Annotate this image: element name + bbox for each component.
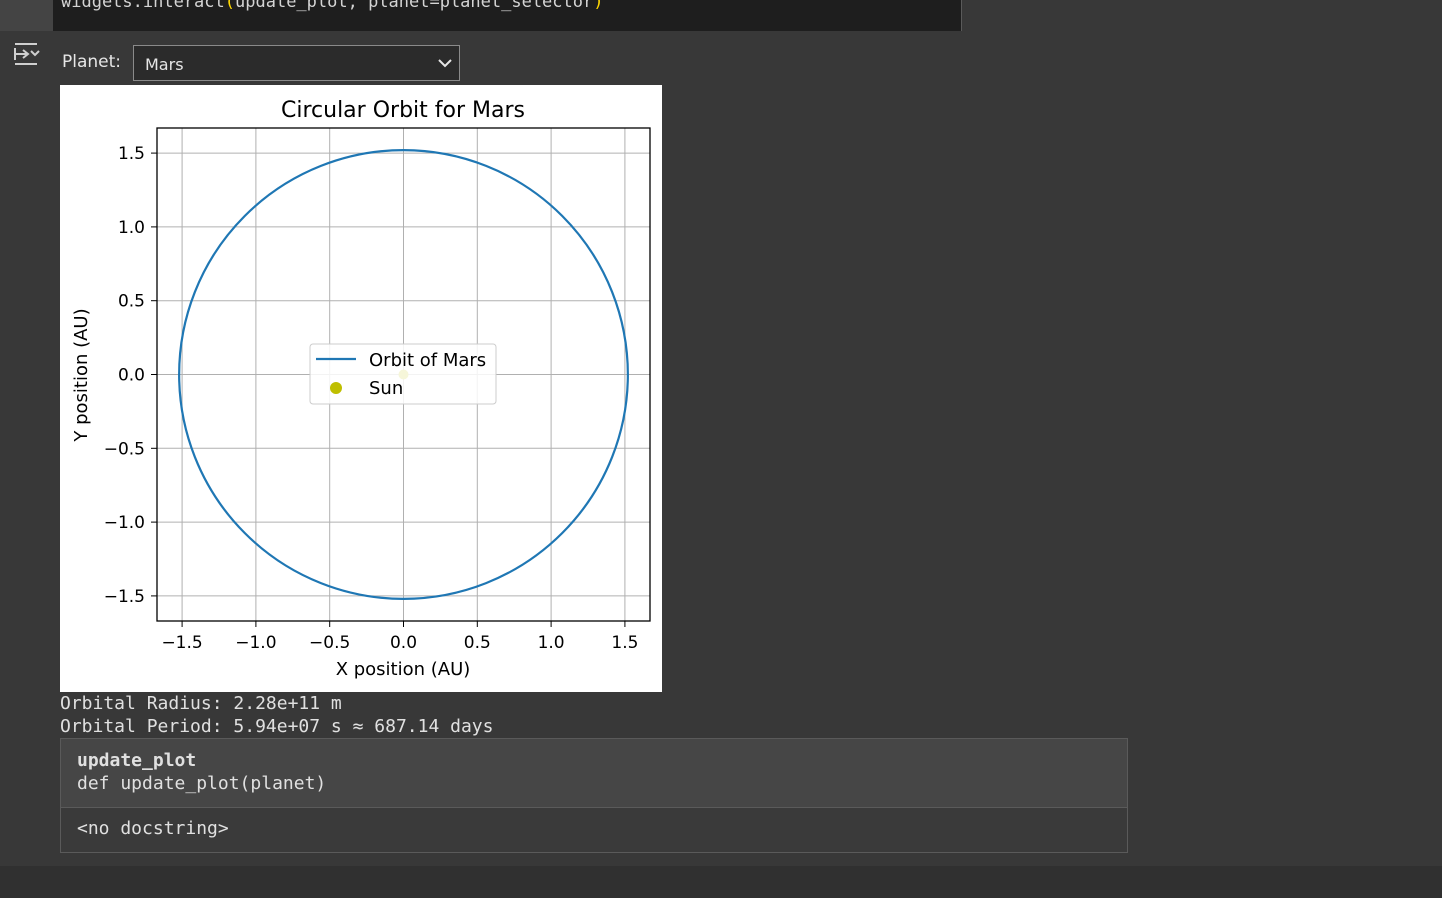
- code-args: update_plot, planet=planet_selector: [235, 0, 594, 12]
- y-axis-label: Y position (AU): [71, 308, 92, 442]
- x-ticks: −1.5 −1.0 −0.5 0.0 0.5 1.0 1.5: [161, 621, 638, 653]
- code-editor[interactable]: widgets.interact(update_plot, planet=pla…: [53, 0, 961, 31]
- status-bar: [0, 866, 1442, 898]
- code-paren-open: (: [224, 0, 236, 12]
- tooltip-function-name: update_plot: [77, 750, 197, 771]
- planet-label: Planet:: [62, 52, 122, 72]
- y-tick-label: −1.0: [104, 513, 145, 533]
- y-tick-label: −1.5: [104, 587, 145, 607]
- orbit-figure: Circular Orbit for Mars −1.5 −1.0 −0.5 0.0 0…: [60, 85, 662, 692]
- editor-divider: [961, 0, 962, 31]
- output-toggle-icon[interactable]: [12, 40, 42, 68]
- tooltip-signature: def update_plot(planet): [77, 773, 327, 794]
- tooltip-signature-section: update_plot def update_plot(planet): [61, 739, 1127, 808]
- y-ticks: −1.5 −1.0 −0.5 0.0 0.5 1.0 1.5: [104, 144, 157, 607]
- x-tick-label: −0.5: [309, 633, 350, 653]
- cell-gutter[interactable]: [0, 0, 53, 31]
- orbit-chart: Circular Orbit for Mars −1.5 −1.0 −0.5 0.0 0…: [71, 98, 651, 680]
- legend: Orbit of Mars Sun: [309, 343, 497, 405]
- x-tick-label: −1.0: [235, 633, 276, 653]
- planet-dropdown[interactable]: Mars: [133, 45, 460, 81]
- orbital-period-line: Orbital Period: 5.94e+07 s ≈ 687.14 days: [60, 716, 494, 737]
- code-paren-close: ): [593, 0, 604, 12]
- legend-sun-swatch: [330, 382, 342, 394]
- y-tick-label: 1.0: [118, 218, 145, 238]
- x-axis-label: X position (AU): [336, 659, 471, 680]
- planet-dropdown-value: Mars: [145, 55, 184, 74]
- legend-box: [309, 343, 497, 405]
- signature-tooltip: update_plot def update_plot(planet) <no …: [60, 738, 1128, 853]
- x-tick-label: −1.5: [161, 633, 202, 653]
- chart-title: Circular Orbit for Mars: [281, 98, 525, 123]
- y-tick-label: −0.5: [104, 439, 145, 459]
- code-line[interactable]: widgets.interact(update_plot, planet=pla…: [61, 0, 604, 12]
- orbital-radius-line: Orbital Radius: 2.28e+11 m: [60, 693, 342, 714]
- chevron-down-icon: [437, 55, 453, 75]
- y-tick-label: 0.5: [118, 292, 145, 312]
- print-output: Orbital Radius: 2.28e+11 m Orbital Period…: [60, 692, 493, 738]
- x-tick-label: 1.5: [611, 633, 638, 653]
- code-cell: widgets.interact(update_plot, planet=pla…: [0, 0, 1442, 31]
- y-tick-label: 0.0: [118, 366, 145, 386]
- x-tick-label: 1.0: [538, 633, 565, 653]
- x-tick-label: 0.5: [464, 633, 491, 653]
- code-call: widgets.interact: [61, 0, 225, 12]
- tooltip-docstring: <no docstring>: [77, 818, 229, 839]
- orbit-of-mars-line: [178, 149, 629, 600]
- x-tick-label: 0.0: [390, 633, 417, 653]
- plot-frame: [156, 127, 651, 622]
- y-gridlines: [157, 152, 650, 597]
- legend-orbit-label: Orbit of Mars: [369, 350, 486, 371]
- y-tick-label: 1.5: [118, 144, 145, 164]
- legend-sun-label: Sun: [369, 378, 403, 399]
